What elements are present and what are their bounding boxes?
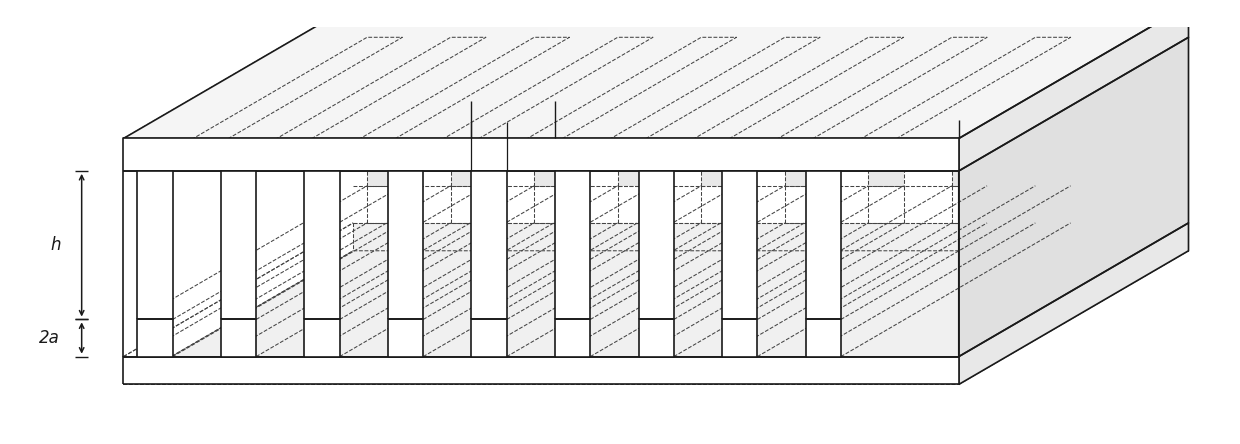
Polygon shape	[952, 37, 987, 186]
Polygon shape	[556, 171, 590, 319]
Polygon shape	[305, 37, 569, 171]
Polygon shape	[124, 357, 959, 385]
Polygon shape	[556, 37, 820, 171]
Polygon shape	[639, 319, 673, 357]
Text: w/2: w/2	[1079, 38, 1106, 53]
Polygon shape	[138, 171, 172, 319]
Polygon shape	[124, 251, 1188, 385]
Polygon shape	[639, 37, 904, 171]
Polygon shape	[722, 171, 758, 319]
Text: b: b	[485, 135, 494, 150]
Polygon shape	[138, 37, 402, 171]
Polygon shape	[388, 171, 423, 319]
Polygon shape	[471, 319, 507, 357]
Polygon shape	[471, 171, 507, 319]
Polygon shape	[305, 171, 340, 319]
Polygon shape	[450, 37, 486, 186]
Polygon shape	[221, 37, 486, 171]
Polygon shape	[722, 319, 758, 357]
Polygon shape	[471, 37, 737, 171]
Polygon shape	[806, 171, 841, 319]
Polygon shape	[221, 319, 257, 357]
Text: h: h	[51, 236, 61, 254]
Text: d: d	[508, 79, 518, 97]
Polygon shape	[1035, 37, 1070, 186]
Polygon shape	[353, 5, 1188, 37]
Polygon shape	[618, 37, 653, 186]
Polygon shape	[534, 37, 569, 186]
Polygon shape	[221, 171, 257, 319]
Polygon shape	[639, 171, 673, 319]
Polygon shape	[388, 37, 653, 171]
Polygon shape	[959, 223, 1188, 385]
Polygon shape	[959, 37, 1188, 357]
Polygon shape	[806, 319, 841, 357]
Polygon shape	[722, 37, 987, 171]
Polygon shape	[367, 37, 402, 186]
Polygon shape	[305, 319, 340, 357]
Polygon shape	[138, 319, 172, 357]
Polygon shape	[388, 319, 423, 357]
Polygon shape	[806, 37, 1070, 171]
Polygon shape	[124, 139, 959, 171]
Polygon shape	[353, 223, 1188, 251]
Polygon shape	[959, 5, 1188, 171]
Polygon shape	[868, 37, 904, 186]
Polygon shape	[785, 37, 820, 186]
Text: 2a: 2a	[38, 329, 60, 347]
Polygon shape	[701, 37, 737, 186]
Polygon shape	[556, 319, 590, 357]
Polygon shape	[124, 5, 1188, 139]
